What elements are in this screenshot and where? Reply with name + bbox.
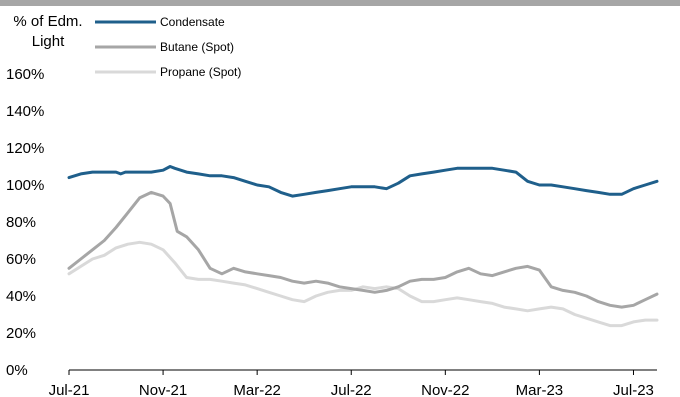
legend-label: Condensate [160,15,225,29]
y-tick-label: 20% [6,325,36,342]
legend-label: Propane (Spot) [160,65,241,79]
series-line-butane-spot [67,190,659,309]
y-tick-label: 100% [6,177,44,194]
y-axis-label: % of Edm. Light [13,13,83,50]
y-tick-label: 140% [6,103,44,120]
y-tick-label: 160% [6,66,44,83]
x-tick-label: Jul-22 [331,382,372,397]
y-tick-label: 60% [6,251,36,268]
x-tick-label: Mar-22 [233,382,281,397]
top-border-bar [0,0,680,6]
legend-label: Butane (Spot) [160,40,234,54]
series-line-propane-spot [67,240,659,328]
series-line-condensate [67,165,659,198]
y-tick-label: 80% [6,214,36,231]
chart-axes: 0% 20% 40% 60% 80% 100% 120% 140% 160% Jul-21 Nov-… [6,66,657,397]
x-tick-label: Jul-21 [49,382,90,397]
x-tick-label: Nov-21 [139,382,187,397]
chart-legend: Condensate Butane (Spot) Propane (Spot) [95,15,241,79]
y-tick-label: 40% [6,288,36,305]
chart-series [67,165,659,328]
y-tick-label: 0% [6,362,28,379]
x-tick-label: Nov-22 [421,382,469,397]
y-tick-label: 120% [6,140,44,157]
x-tick-label: Mar-23 [516,382,564,397]
x-tick-label: Jul-23 [613,382,654,397]
